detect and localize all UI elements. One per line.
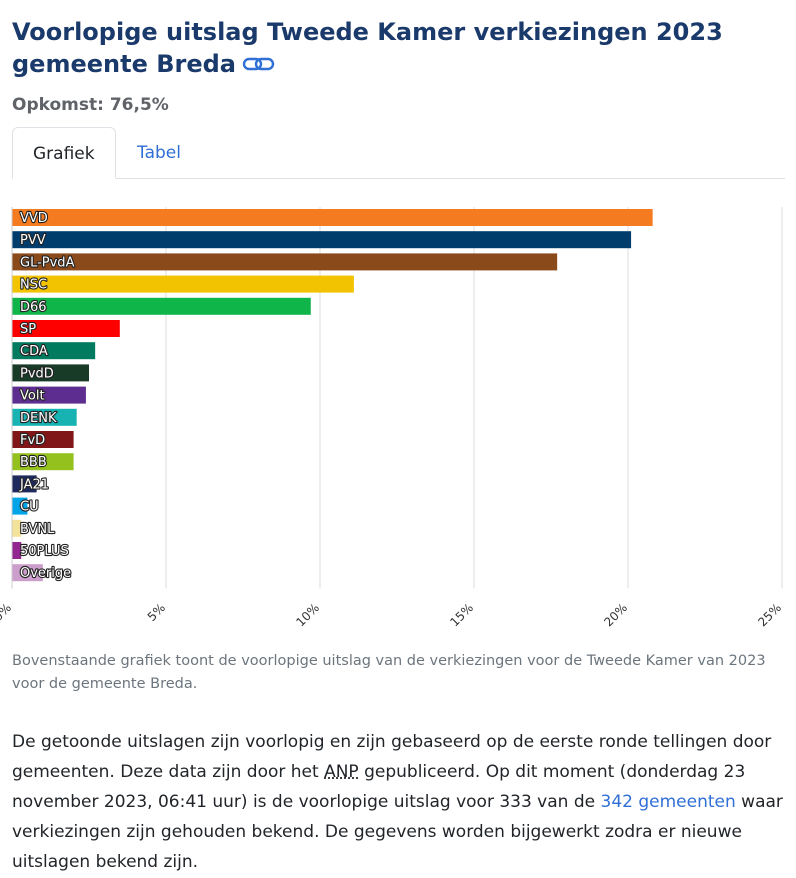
tab-bar: Grafiek Tabel (12, 127, 785, 179)
anp-abbreviation: ANP (324, 762, 359, 782)
bar-label: PVV (20, 233, 46, 248)
chart-caption: Bovenstaande grafiek toont de voorlopige… (12, 653, 766, 692)
bar-volt[interactable] (12, 386, 86, 404)
link-icon[interactable] (242, 49, 276, 81)
bar-gl-pvda[interactable] (12, 253, 558, 271)
bar-label: PvdD (20, 366, 54, 381)
page-title: Voorlopige uitslag Tweede Kamer verkiezi… (12, 16, 787, 81)
body-text-1: De getoonde uitslagen zijn voorlopig en … (12, 732, 772, 782)
turnout-label: Opkomst: 76,5% (12, 95, 169, 115)
bar-label: 50PLUS (20, 544, 69, 559)
page-title-text: Voorlopige uitslag Tweede Kamer verkiezi… (12, 18, 723, 78)
x-tick-label: 10% (293, 601, 322, 630)
bar-label: NSC (20, 278, 47, 293)
bar-label: BVNL (20, 522, 55, 537)
bar-cda[interactable] (12, 342, 96, 360)
bar-label: FvD (20, 433, 45, 448)
tab-tabel[interactable]: Tabel (137, 143, 181, 163)
bar-cu[interactable] (12, 497, 28, 515)
bar-label: CU (20, 500, 39, 515)
bar-d66[interactable] (12, 297, 311, 315)
bar-overige[interactable] (12, 564, 43, 582)
bar-label: VVD (20, 211, 48, 226)
bar-50plus[interactable] (12, 542, 22, 559)
bar-denk[interactable] (12, 408, 77, 426)
bar-ja21[interactable] (12, 475, 37, 493)
x-tick-label: 0% (0, 601, 14, 624)
bar-label: D66 (20, 300, 47, 315)
bar-label: JA21 (19, 477, 49, 492)
bar-label: SP (20, 322, 36, 337)
bar-label: GL-PvdA (20, 255, 75, 270)
bar-pvdd[interactable] (12, 364, 89, 382)
tab-grafiek[interactable]: Grafiek (12, 127, 116, 179)
x-tick-label: 20% (601, 601, 630, 630)
body-text-3: waar verkiezingen zijn gehouden bekend. … (12, 792, 783, 872)
bar-label: BBB (20, 455, 47, 470)
bar-label: Volt (20, 389, 45, 404)
bar-bbb[interactable] (12, 453, 74, 471)
bar-bvnl[interactable] (12, 519, 22, 537)
x-tick-label: 5% (145, 601, 168, 624)
x-tick-label: 15% (447, 601, 476, 630)
bar-label: CDA (20, 344, 48, 359)
body-paragraph: De getoonde uitslagen zijn voorlopig en … (12, 727, 787, 877)
bar-chart: 0% 5% 10% 15% 20% 25% VVD PVV GL-PvdA NSC D66 SP CDA… (0, 207, 784, 630)
body-text-2: gepubliceerd. Op dit moment (donderdag 2… (12, 762, 746, 812)
gemeenten-link[interactable]: 342 gemeenten (600, 792, 736, 812)
bar-sp[interactable] (12, 320, 120, 337)
bar-pvv[interactable] (12, 231, 632, 249)
bar-fvd[interactable] (12, 431, 74, 448)
bar-vvd[interactable] (12, 209, 653, 226)
bar-nsc[interactable] (12, 275, 354, 293)
bar-label: DENK (20, 411, 57, 426)
x-tick-label: 25% (755, 601, 784, 630)
bar-label: Overige (20, 566, 71, 581)
